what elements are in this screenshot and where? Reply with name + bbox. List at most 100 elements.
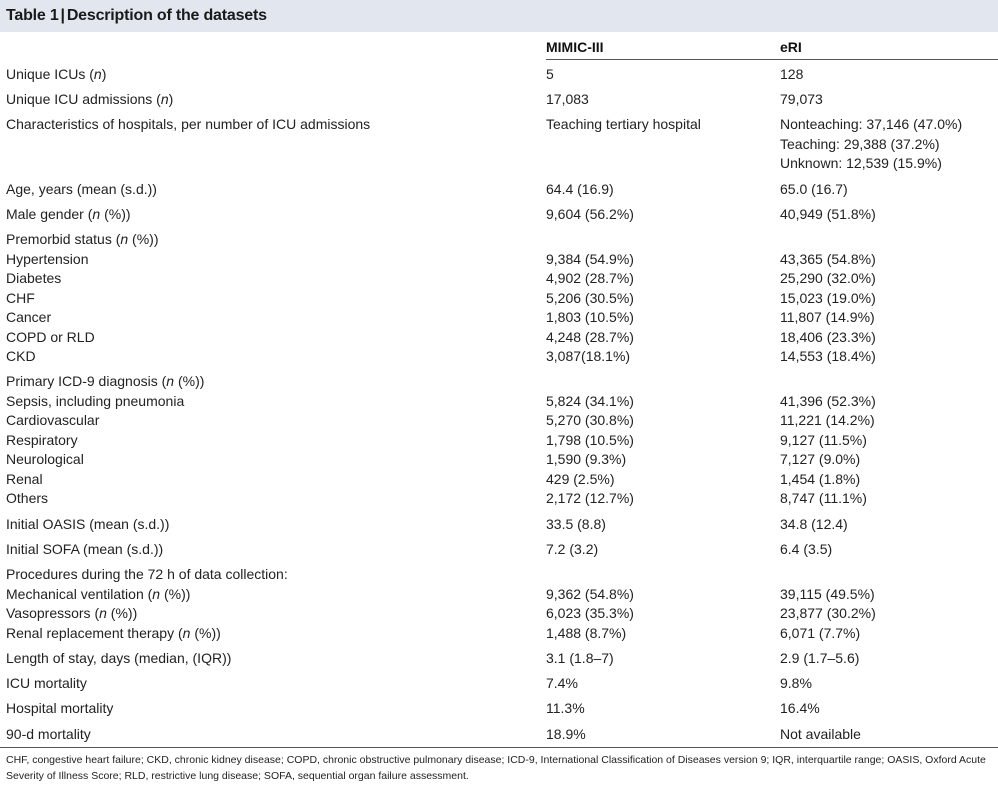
cell-line: CHF bbox=[6, 289, 35, 306]
row-label-cell: Initial OASIS (mean (s.d.)) bbox=[6, 515, 169, 535]
cell-line: 34.8 (12.4) bbox=[780, 516, 848, 532]
table-bottom-rule bbox=[0, 747, 998, 748]
table-caption: Table 1 | Description of the datasets bbox=[0, 0, 998, 32]
mimic-value-cell: 17,083 bbox=[546, 90, 589, 110]
column-header-row: MIMIC-III eRI bbox=[0, 32, 998, 60]
cell-line: 14,553 (18.4%) bbox=[780, 348, 876, 364]
cell-line: Unique ICUs (n) bbox=[6, 66, 107, 82]
cell-line: 7.4% bbox=[546, 675, 578, 691]
eri-value-cell: 43,365 (54.8%) 25,290 (32.0%) 15,023 (19.0… bbox=[780, 230, 876, 367]
cell-line: 43,365 (54.8%) bbox=[780, 250, 876, 267]
cell-line: Cardiovascular bbox=[6, 412, 100, 428]
eri-value-cell: Not available bbox=[780, 725, 861, 745]
cell-line: 11,221 (14.2%) bbox=[780, 412, 875, 428]
cell-line: 1,488 (8.7%) bbox=[546, 624, 627, 641]
cell-line: Vasopressors (n (%)) bbox=[6, 605, 138, 621]
column-header-eri: eRI bbox=[780, 39, 802, 55]
cell-line: Initial SOFA (mean (s.d.)) bbox=[6, 541, 164, 557]
cell-line: 79,073 bbox=[780, 91, 823, 107]
eri-value-cell: 65.0 (16.7) bbox=[780, 180, 848, 200]
cell-line: 9,604 (56.2%) bbox=[546, 206, 634, 222]
cell-line: 5,206 (30.5%) bbox=[546, 289, 634, 306]
cell-line: 4,248 (28.7%) bbox=[546, 328, 634, 345]
cell-line: Neurological bbox=[6, 451, 84, 467]
cell-line: 429 (2.5%) bbox=[546, 470, 615, 487]
eri-value-cell: 2.9 (1.7–5.6) bbox=[780, 649, 859, 669]
cell-line: Renal bbox=[6, 470, 43, 487]
cell-line: 1,803 (10.5%) bbox=[546, 309, 634, 325]
row-label-cell: Hospital mortality bbox=[6, 699, 113, 719]
eri-value-cell: 6.4 (3.5) bbox=[780, 540, 832, 560]
caption-separator: | bbox=[60, 7, 65, 24]
cell-line: 11,807 (14.9%) bbox=[780, 309, 875, 325]
eri-value-cell: 34.8 (12.4) bbox=[780, 515, 848, 535]
cell-line: 7.2 (3.2) bbox=[546, 541, 599, 557]
cell-line: Teaching: 29,388 (37.2%) bbox=[780, 135, 940, 152]
cell-line: Premorbid status (n (%)) bbox=[6, 231, 159, 247]
cell-line: Length of stay, days (median, (IQR)) bbox=[6, 650, 232, 666]
cell-line: 65.0 (16.7) bbox=[780, 181, 848, 197]
cell-line bbox=[546, 372, 634, 392]
row-label-cell: Age, years (mean (s.d.)) bbox=[6, 180, 157, 200]
cell-line: Unknown: 12,539 (15.9%) bbox=[780, 155, 942, 171]
cell-line: Primary ICD-9 diagnosis (n (%)) bbox=[6, 373, 205, 389]
cell-line: 64.4 (16.9) bbox=[546, 181, 614, 197]
mimic-value-cell: 11.3% bbox=[546, 699, 585, 719]
cell-line: 25,290 (32.0%) bbox=[780, 270, 876, 286]
cell-line: 4,902 (28.7%) bbox=[546, 270, 634, 286]
cell-line: 1,798 (10.5%) bbox=[546, 431, 634, 448]
cell-line: Mechanical ventilation (n (%)) bbox=[6, 585, 191, 602]
cell-line: 9,362 (54.8%) bbox=[546, 585, 634, 602]
row-label-cell: ICU mortality bbox=[6, 674, 87, 694]
cell-line: 3,087(18.1%) bbox=[546, 348, 631, 364]
cell-line: 7,127 (9.0%) bbox=[780, 451, 861, 467]
eri-value-cell: 39,115 (49.5%) 23,877 (30.2%) 6,071 (7.7%) bbox=[780, 565, 876, 643]
cell-line: 5,270 (30.8%) bbox=[546, 412, 634, 428]
cell-line: Male gender (n (%)) bbox=[6, 206, 131, 222]
cell-line: 6.4 (3.5) bbox=[780, 541, 833, 557]
cell-line bbox=[780, 230, 876, 250]
mimic-value-cell: 9,384 (54.9%) 4,902 (28.7%) 5,206 (30.5%) 1… bbox=[546, 230, 634, 367]
cell-line: 23,877 (30.2%) bbox=[780, 605, 876, 621]
cell-line: CKD bbox=[6, 348, 36, 364]
row-label-cell: Premorbid status (n (%)) Hypertension Diab… bbox=[6, 230, 159, 367]
cell-line: 9.8% bbox=[780, 675, 812, 691]
cell-line: 1,454 (1.8%) bbox=[780, 470, 861, 487]
row-label-cell: Length of stay, days (median, (IQR)) bbox=[6, 649, 231, 669]
header-rule bbox=[546, 59, 998, 60]
cell-line: 18.9% bbox=[546, 726, 586, 742]
row-label-cell: Procedures during the 72 h of data colle… bbox=[6, 565, 288, 643]
cell-line: 18,406 (23.3%) bbox=[780, 328, 876, 345]
cell-line: Procedures during the 72 h of data colle… bbox=[6, 566, 288, 582]
eri-value-cell: 128 bbox=[780, 65, 803, 85]
cell-line: 128 bbox=[780, 66, 804, 82]
cell-line: 2,172 (12.7%) bbox=[546, 490, 634, 506]
eri-value-cell: Nonteaching: 37,146 (47.0%) Teaching: 29,… bbox=[780, 115, 962, 174]
mimic-value-cell: 64.4 (16.9) bbox=[546, 180, 614, 200]
mimic-value-cell: 5 bbox=[546, 65, 554, 85]
cell-line: Initial OASIS (mean (s.d.)) bbox=[6, 516, 170, 532]
mimic-value-cell: 7.4% bbox=[546, 674, 578, 694]
cell-line: Renal replacement therapy (n (%)) bbox=[6, 624, 221, 641]
cell-line: 6,071 (7.7%) bbox=[780, 624, 861, 641]
mimic-value-cell: 5,824 (34.1%) 5,270 (30.8%) 1,798 (10.5%) 1… bbox=[546, 372, 634, 509]
row-label-cell: 90-d mortality bbox=[6, 725, 91, 745]
cell-line: Unique ICU admissions (n) bbox=[6, 91, 174, 107]
cell-line: Characteristics of hospitals, per number… bbox=[6, 116, 371, 132]
mimic-value-cell: Teaching tertiary hospital bbox=[546, 115, 701, 135]
row-label-cell: Male gender (n (%)) bbox=[6, 205, 131, 225]
eri-value-cell: 16.4% bbox=[780, 699, 820, 719]
cell-line bbox=[780, 372, 876, 392]
cell-line: COPD or RLD bbox=[6, 328, 95, 345]
cell-line: 1,590 (9.3%) bbox=[546, 451, 627, 467]
row-label-cell: Unique ICU admissions (n) bbox=[6, 90, 173, 110]
cell-line: 5 bbox=[546, 66, 554, 82]
cell-line: 5,824 (34.1%) bbox=[546, 392, 634, 409]
mimic-value-cell: 9,362 (54.8%) 6,023 (35.3%) 1,488 (8.7%) bbox=[546, 565, 634, 643]
cell-line: Hypertension bbox=[6, 250, 89, 267]
cell-line: 9,127 (11.5%) bbox=[780, 431, 867, 448]
cell-line bbox=[546, 565, 634, 585]
row-label-cell: Characteristics of hospitals, per number… bbox=[6, 115, 370, 135]
cell-line: Sepsis, including pneumonia bbox=[6, 392, 185, 409]
mimic-value-cell: 18.9% bbox=[546, 725, 586, 745]
